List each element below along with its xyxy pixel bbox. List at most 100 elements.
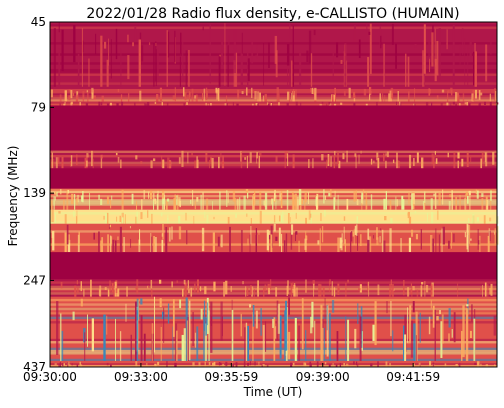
time-streak <box>360 150 362 154</box>
time-streak <box>140 298 143 305</box>
time-streak <box>473 51 475 86</box>
time-streak <box>64 101 66 106</box>
time-streak <box>414 43 417 48</box>
time-streak <box>208 310 210 361</box>
channel-row <box>50 24 497 27</box>
time-streak <box>440 321 443 358</box>
time-streak <box>117 236 119 241</box>
time-streak <box>157 361 160 366</box>
time-streak <box>272 318 274 328</box>
time-streak <box>366 199 368 210</box>
channel-row <box>50 230 497 233</box>
time-streak <box>320 284 322 297</box>
time-streak <box>324 210 326 217</box>
time-streak <box>396 199 398 207</box>
time-streak <box>161 239 164 253</box>
time-streak <box>103 314 106 361</box>
time-streak <box>475 189 478 194</box>
time-streak <box>52 230 55 251</box>
time-streak <box>320 304 323 361</box>
time-streak <box>103 215 106 220</box>
time-streak <box>292 89 295 96</box>
time-streak <box>305 231 307 253</box>
time-streak <box>246 192 249 199</box>
time-streak <box>196 196 199 202</box>
time-streak <box>51 232 54 238</box>
time-streak <box>237 89 240 99</box>
time-streak <box>294 193 297 210</box>
time-streak <box>68 95 71 101</box>
time-streak <box>286 285 288 297</box>
channel-row <box>50 91 497 94</box>
time-streak <box>259 92 261 102</box>
time-streak <box>247 52 249 87</box>
time-streak <box>121 189 124 210</box>
time-streak <box>135 287 138 290</box>
band-1 <box>50 86 497 102</box>
time-streak <box>466 152 469 167</box>
time-streak <box>111 282 114 293</box>
time-streak <box>334 190 336 202</box>
time-streak <box>354 328 357 349</box>
time-streak <box>340 102 343 105</box>
time-streak <box>179 299 182 309</box>
time-streak <box>212 201 213 210</box>
time-streak <box>169 227 171 242</box>
band-fill <box>50 360 497 368</box>
time-streak <box>328 157 331 165</box>
time-streak <box>61 330 64 361</box>
time-streak <box>150 160 153 169</box>
time-streak <box>389 200 392 210</box>
time-streak <box>492 151 495 165</box>
channel-row <box>50 221 497 224</box>
time-streak <box>249 285 253 295</box>
time-streak <box>324 362 327 365</box>
time-streak <box>236 103 239 106</box>
time-streak <box>266 364 269 367</box>
time-streak <box>115 152 118 156</box>
time-streak <box>425 102 429 106</box>
time-streak <box>100 240 103 253</box>
time-streak <box>332 362 334 367</box>
time-streak <box>181 150 184 167</box>
time-streak <box>268 230 271 235</box>
time-streak <box>182 87 185 97</box>
time-streak <box>465 193 467 210</box>
time-streak <box>60 189 62 195</box>
time-streak <box>432 305 435 328</box>
y-axis-label: Frequency (MHz) <box>6 146 20 247</box>
time-streak <box>284 151 286 169</box>
time-streak <box>119 226 122 253</box>
time-streak <box>480 363 482 367</box>
band-8 <box>50 223 499 253</box>
time-streak <box>204 286 207 295</box>
time-streak <box>79 102 81 106</box>
time-streak <box>151 236 153 253</box>
time-streak <box>220 301 223 341</box>
time-streak <box>468 103 471 106</box>
time-streak <box>231 309 234 361</box>
time-streak <box>430 198 433 210</box>
time-streak <box>268 287 271 295</box>
time-streak <box>347 319 350 361</box>
time-streak <box>346 198 349 210</box>
time-streak <box>244 157 247 160</box>
time-streak <box>388 93 391 102</box>
time-streak <box>263 43 265 86</box>
time-streak <box>160 212 163 217</box>
time-streak <box>395 43 397 69</box>
time-streak <box>63 103 65 106</box>
x-tick-label: 09:33:00 <box>114 370 168 384</box>
time-streak <box>455 363 458 367</box>
time-streak <box>77 287 79 294</box>
time-streak <box>352 231 355 237</box>
time-streak <box>391 284 394 297</box>
time-streak <box>370 194 373 210</box>
time-streak <box>329 279 331 285</box>
time-streak <box>74 285 77 297</box>
time-streak <box>365 103 368 106</box>
time-streak <box>447 91 449 102</box>
time-streak <box>188 289 190 294</box>
time-streak <box>130 238 132 248</box>
